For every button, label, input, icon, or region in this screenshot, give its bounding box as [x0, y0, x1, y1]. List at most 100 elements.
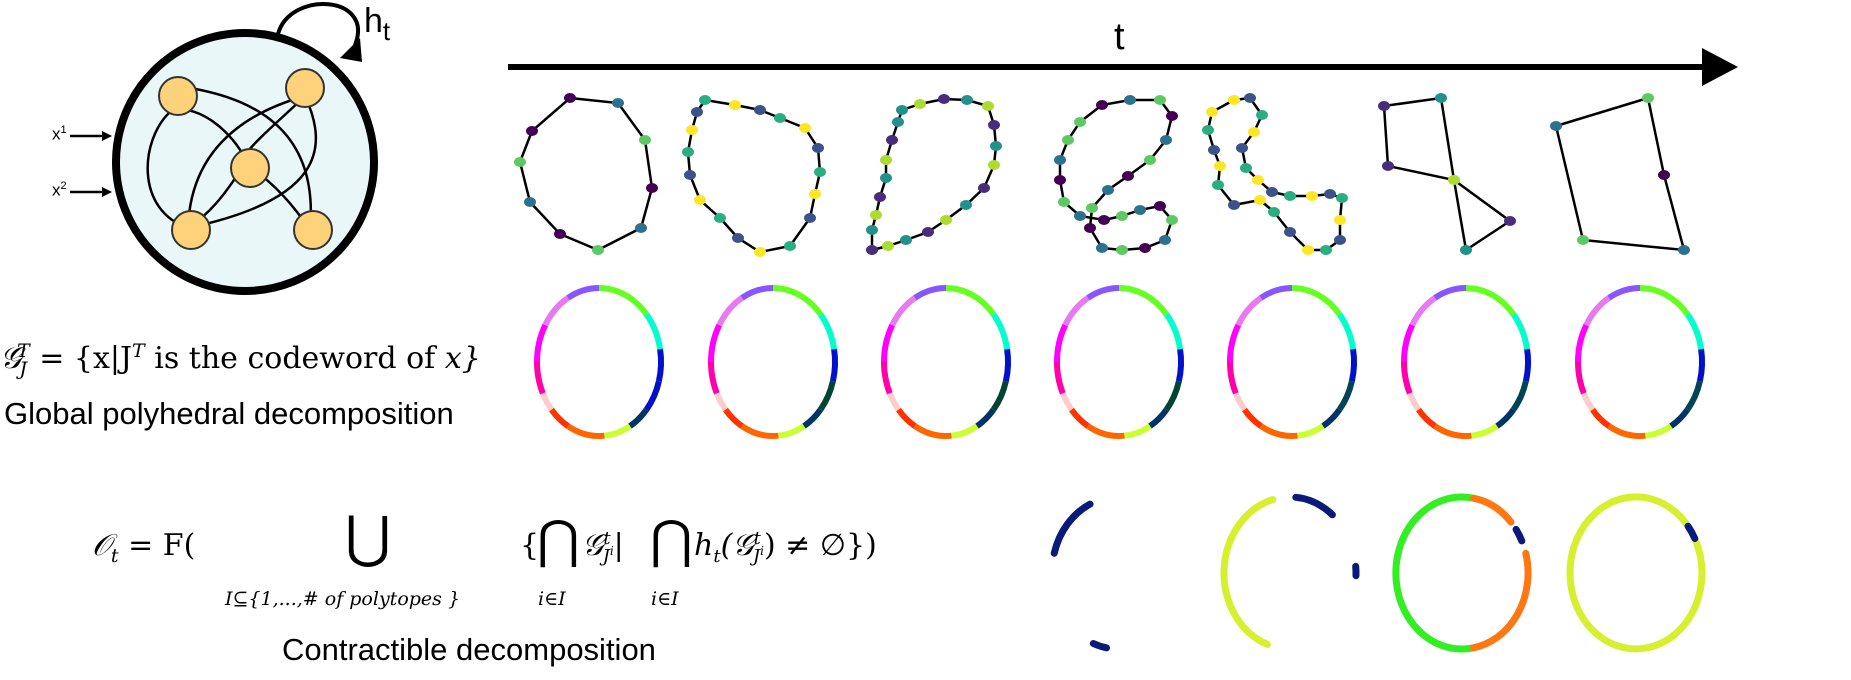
trajectory-point	[1642, 93, 1654, 103]
polytope-arc	[1510, 380, 1529, 412]
polygon-edges	[518, 96, 654, 252]
trajectory-point	[1208, 145, 1220, 155]
trajectory-point	[1096, 243, 1108, 253]
polyhedral-ring	[880, 284, 1012, 439]
trajectory-point	[1122, 171, 1134, 181]
input-label-1: x1	[52, 124, 67, 144]
time-axis-label: t	[1114, 16, 1125, 58]
trajectory-point	[526, 126, 538, 136]
set-term-h: ht(𝒢tJi) ≠ ∅})	[694, 528, 877, 567]
trajectory-point	[1244, 93, 1256, 103]
trajectory-point	[1228, 95, 1240, 105]
polytope-arc	[1495, 407, 1516, 429]
polytope-arc	[1607, 423, 1646, 439]
polygon-edges	[686, 98, 822, 254]
trajectory-point	[982, 101, 994, 111]
polytope-arc	[1086, 284, 1120, 301]
trajectory-point	[729, 100, 741, 110]
trajectory-point	[639, 135, 651, 145]
polytope-arc	[889, 295, 917, 327]
trajectory-point	[1154, 201, 1166, 211]
polytope-arc	[1062, 295, 1090, 327]
recurrence-arrowhead	[340, 38, 362, 62]
time-axis	[508, 48, 1738, 86]
trajectory-point	[1144, 155, 1156, 165]
intersection-symbol-1: ⋂	[537, 510, 580, 570]
trajectory-point	[1134, 205, 1146, 215]
trajectory-point	[1166, 215, 1178, 225]
trajectory-point	[1096, 100, 1108, 110]
polytope-arc	[740, 284, 774, 301]
polytope-arc	[1069, 407, 1090, 429]
trajectory-point	[940, 215, 952, 225]
trajectory-point	[1336, 193, 1348, 203]
polytope-arc	[1696, 348, 1706, 382]
trajectory-polygon	[1202, 93, 1348, 255]
polytope-arc	[566, 423, 605, 439]
polytope-arc	[1639, 284, 1690, 317]
trajectory-point	[1284, 191, 1296, 201]
trajectory-polygon	[682, 95, 826, 257]
set-term-G: 𝒢tJi|	[582, 528, 624, 567]
trajectory-point	[880, 155, 892, 165]
trajectory-point	[686, 125, 698, 135]
polyhedral-ring	[707, 284, 839, 439]
trajectory-point	[754, 105, 766, 115]
polytope-arc	[708, 323, 723, 363]
trajectory-point	[1116, 245, 1128, 255]
trajectory-point	[754, 247, 766, 257]
recurrence-loop	[276, 2, 360, 46]
trajectory-point	[978, 183, 990, 193]
trajectory-point	[1320, 245, 1332, 255]
trajectory-point	[1240, 163, 1252, 173]
trajectory-point	[1256, 110, 1268, 120]
polytope-arc	[1118, 284, 1169, 317]
contractible-arc	[1089, 640, 1110, 652]
trajectory-point	[880, 173, 892, 183]
polytope-arc	[707, 361, 720, 395]
neuron-node	[293, 210, 333, 250]
trajectory-point	[1139, 243, 1151, 253]
polytope-arc	[716, 295, 744, 327]
trajectory-point	[1054, 155, 1066, 165]
polytope-arc	[740, 423, 779, 439]
polytope-arc	[1400, 361, 1413, 395]
polytope-arc	[913, 284, 947, 301]
input-label-2: x2	[52, 180, 67, 200]
polytope-arc	[1321, 407, 1342, 429]
polytope-arc	[1574, 361, 1587, 395]
trajectory-point	[1254, 195, 1266, 205]
polytope-arc	[975, 407, 996, 429]
polytope-arc	[1575, 323, 1590, 363]
trajectory-point	[1678, 245, 1690, 255]
trajectory-point	[988, 160, 1000, 170]
polytope-arc	[990, 380, 1009, 412]
trajectory-point	[1214, 161, 1226, 171]
trajectory-polygon	[866, 94, 1002, 255]
trajectory-point	[804, 213, 816, 223]
polytope-arc	[533, 361, 546, 395]
polyhedral-ring	[1400, 284, 1532, 439]
neuron-node	[230, 148, 270, 188]
polytope-arc	[1054, 323, 1069, 363]
trajectory-point	[1116, 211, 1128, 221]
contractible-caption: Contractible decomposition	[282, 632, 656, 667]
trajectory-point	[1448, 175, 1460, 185]
polyhedral-ring	[1226, 284, 1358, 439]
polytope-arc	[1416, 407, 1437, 429]
trajectory-point	[699, 95, 711, 105]
polytope-arc	[1259, 284, 1293, 301]
trajectory-point	[524, 197, 536, 207]
polytope-arc	[534, 323, 549, 363]
trajectory-point	[960, 200, 972, 210]
trajectory-point	[874, 192, 886, 202]
trajectory-point	[1228, 200, 1240, 210]
trajectory-point	[809, 189, 821, 199]
trajectory-point	[1334, 215, 1346, 225]
polygon-edges	[1382, 96, 1513, 253]
polytope-arc	[945, 284, 996, 317]
polygon-edges	[1206, 96, 1344, 252]
trajectory-point	[990, 141, 1002, 151]
trajectory-point	[682, 147, 694, 157]
contractible-arc	[1220, 496, 1277, 648]
